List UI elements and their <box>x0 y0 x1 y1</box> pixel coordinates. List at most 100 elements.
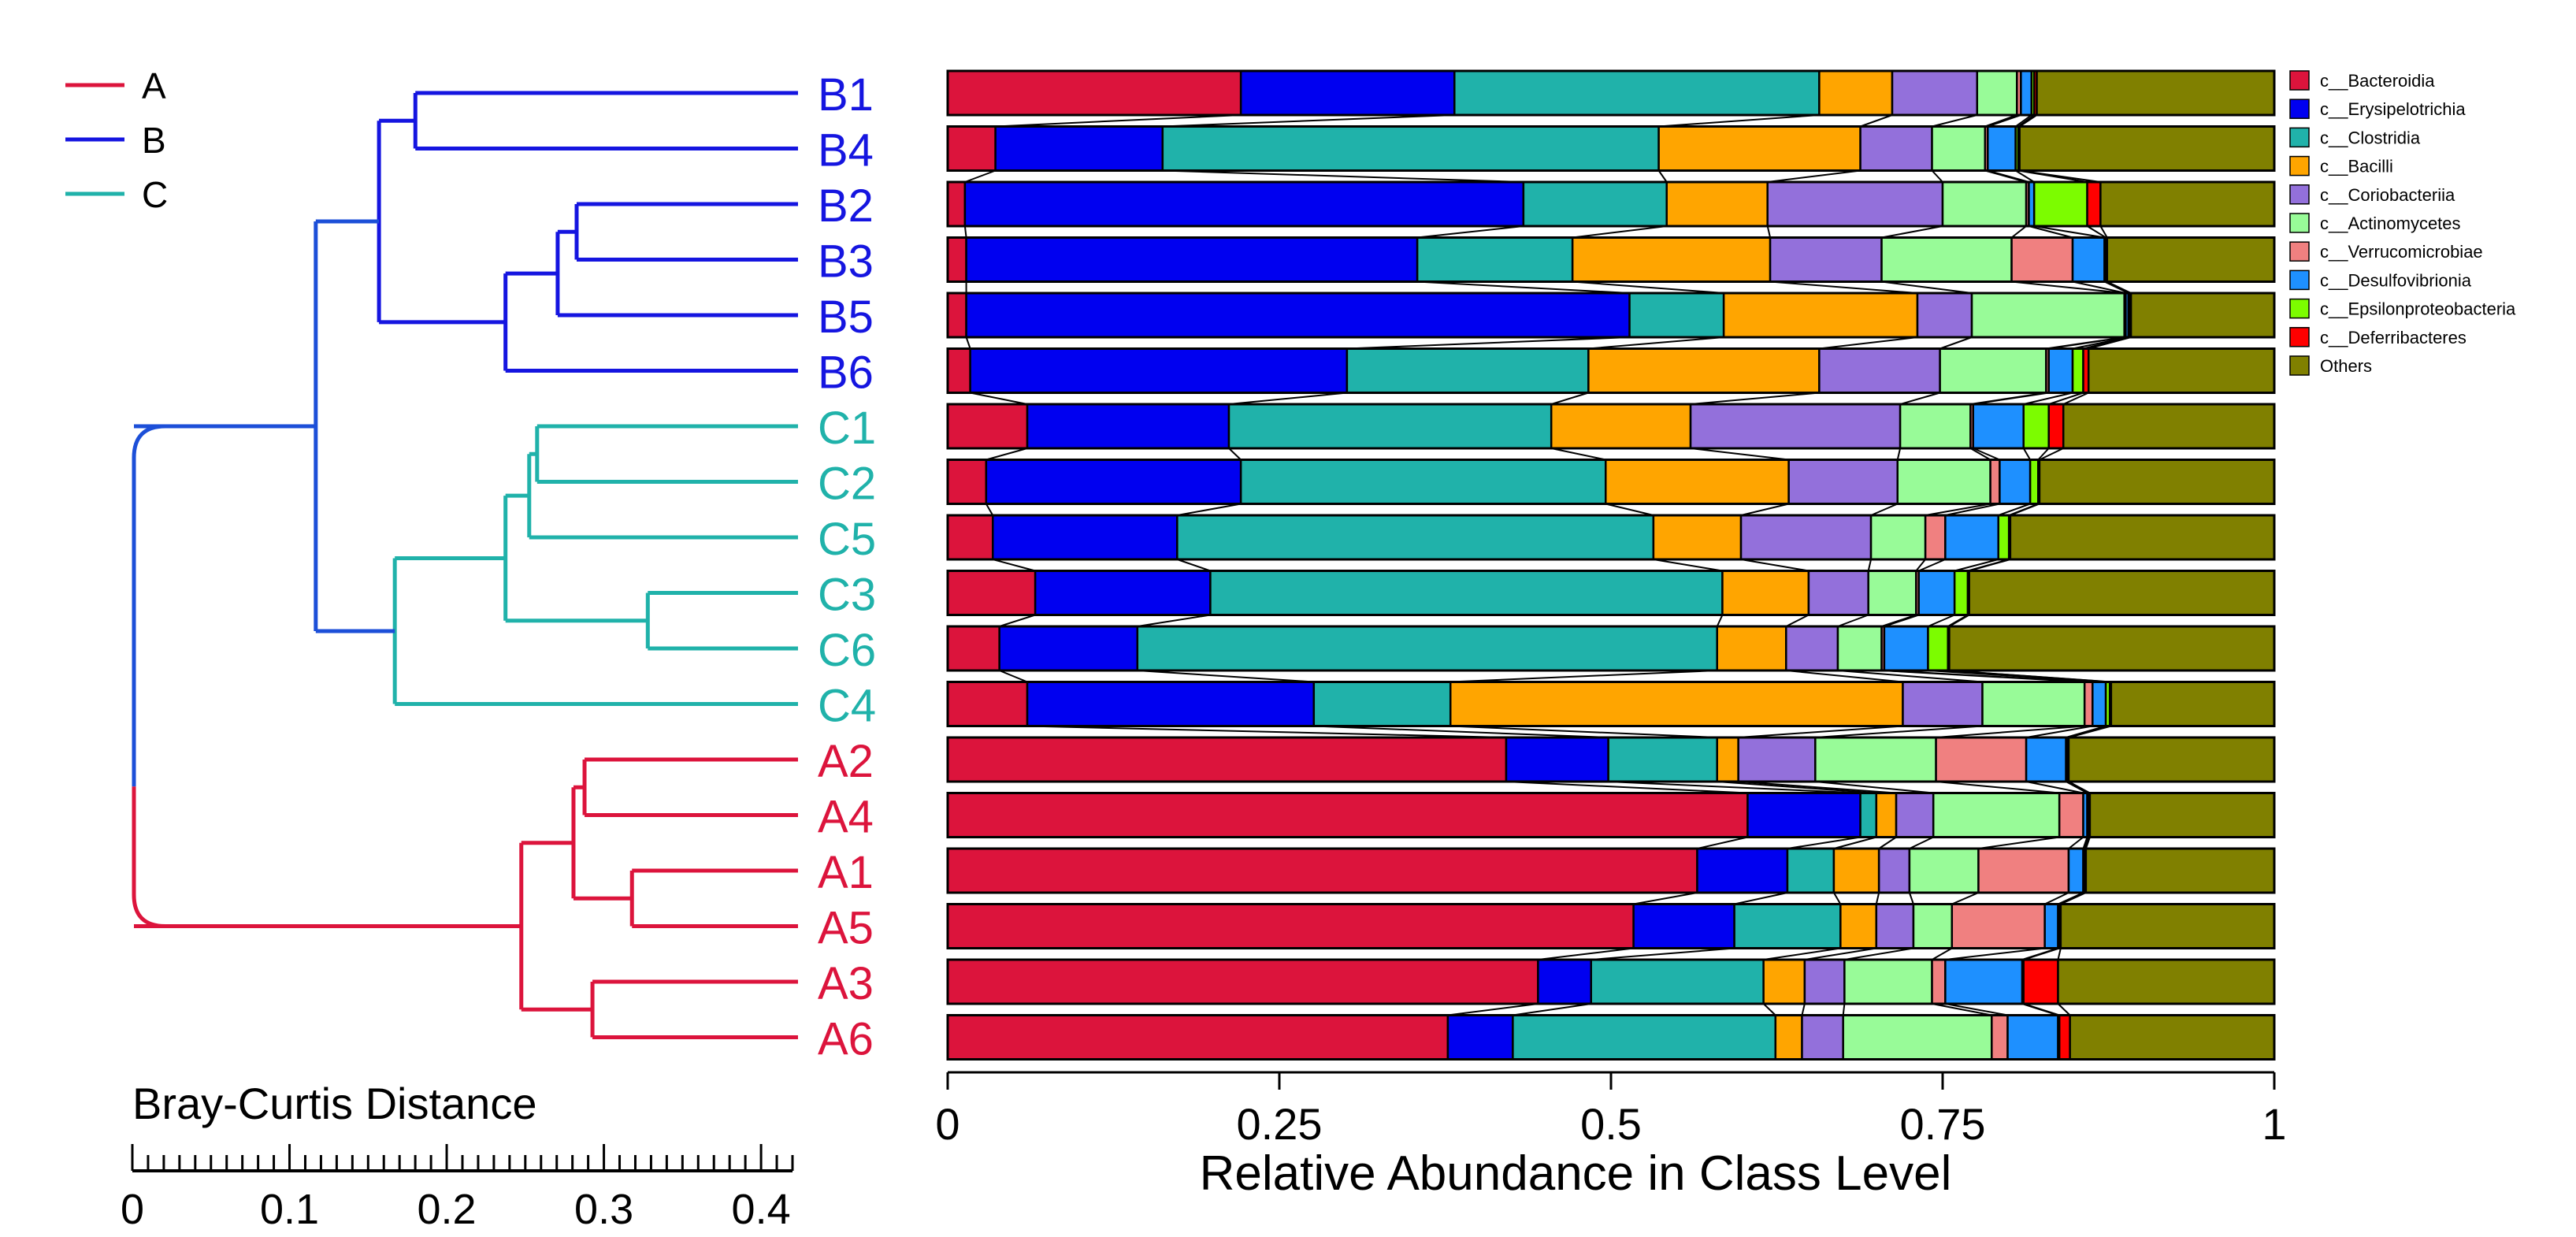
connector-line <box>1538 947 1634 960</box>
bar-segment-c1-7 <box>1972 403 2025 450</box>
connector-line <box>995 114 1242 128</box>
legend-label-a: A <box>142 65 166 106</box>
bar-segment-b1-5 <box>1976 69 2018 117</box>
bar-segment-b2-9 <box>2086 180 2102 228</box>
bar-segment-c5-1 <box>992 514 1179 561</box>
bar-outline-c4 <box>946 681 2276 727</box>
bar-segment-b3-3 <box>1571 236 1772 283</box>
bar-segment-b4-3 <box>1657 125 1861 172</box>
legend-swatch-6 <box>2289 241 2310 262</box>
bar-segment-a4-4 <box>1895 792 1935 838</box>
bar-segment-a6-5 <box>1842 1014 1993 1061</box>
x-tick-label: 1 <box>2262 1099 2286 1149</box>
legend-entry-0: c__Bacteroidia <box>2320 71 2435 91</box>
connector-line <box>1738 781 1897 794</box>
connector-line <box>1740 503 1789 516</box>
bar-segment-c6-1 <box>998 625 1139 672</box>
connector-line <box>1450 725 1717 738</box>
bar-segment-c2-6 <box>1989 459 2001 505</box>
connector-line <box>1766 225 1772 238</box>
bar-segment-b6-8 <box>2071 347 2084 394</box>
connector-line <box>2099 225 2108 239</box>
connector-line <box>1734 892 1788 905</box>
connector-line <box>2068 836 2084 849</box>
connector-line <box>2106 280 2132 294</box>
connector-line <box>1928 614 1955 627</box>
connector-line <box>1896 448 1902 460</box>
legend-swatch-2 <box>2289 127 2310 148</box>
leaf-label-c5: C5 <box>818 514 876 565</box>
bar-connector-lines <box>963 114 2132 1016</box>
connector-line <box>1608 781 1861 794</box>
bar-segment-c2-8 <box>2029 459 2040 505</box>
distance-scale-axis: Bray-Curtis Distance 0 0.1 0.2 0.3 0.4 <box>121 1079 794 1233</box>
scale-tick-label: 0.1 <box>260 1186 319 1233</box>
connector-line <box>1815 725 1983 738</box>
connector-line <box>2060 892 2087 905</box>
connector-line <box>1842 1003 1846 1016</box>
bar-segment-a6-6 <box>1991 1014 2009 1061</box>
connector-line <box>1949 670 2111 683</box>
connector-line <box>1860 114 1893 128</box>
connector-line <box>1870 503 1899 516</box>
bar-outline-b1 <box>946 69 2276 117</box>
root-connector-bottom <box>132 786 166 928</box>
bar-segment-b5-5 <box>1970 292 2125 339</box>
bar-segment-a6-2 <box>1512 1014 1777 1061</box>
connector-line <box>1881 225 1943 239</box>
connector-line <box>1939 336 1973 350</box>
bar-segment-c6-8 <box>1927 625 1949 672</box>
bar-segment-a3-7 <box>1944 958 2024 1005</box>
bar-segment-c2-4 <box>1787 459 1899 505</box>
connector-line <box>1785 614 1810 627</box>
bar-segment-c3-5 <box>1867 570 1917 616</box>
connector-line <box>1969 559 2011 572</box>
connector-line <box>2068 725 2112 738</box>
connector-line <box>1762 1003 1776 1016</box>
leaf-label-a5: A5 <box>818 903 874 954</box>
connector-line <box>1346 336 1630 350</box>
connector-line <box>1867 559 1873 571</box>
bar-segment-a5-4 <box>1875 903 1915 949</box>
connector-line <box>2015 169 2035 183</box>
bar-segment-c3-1 <box>1034 570 1212 616</box>
bar-segment-a6-1 <box>1446 1014 1514 1061</box>
bar-segment-c3-10 <box>1968 570 2276 616</box>
connector-line <box>1815 781 1934 794</box>
bar-segment-c6-0 <box>946 625 1000 672</box>
connector-line <box>1513 1003 1591 1016</box>
connector-line <box>1844 947 1914 960</box>
connector-line <box>2062 392 2089 405</box>
bar-segment-c4-7 <box>2092 681 2107 727</box>
connector-line <box>1987 169 2029 183</box>
connector-line <box>1717 781 1876 794</box>
bar-outline-c6 <box>946 625 2276 672</box>
bar-segment-c1-2 <box>1227 403 1553 450</box>
legend-swatch-7 <box>2289 269 2310 291</box>
bar-segment-a6-10 <box>2069 1014 2276 1061</box>
leaf-label-b5: B5 <box>818 292 874 343</box>
connector-line <box>2084 837 2091 849</box>
legend-entry-6: c__Verrucomicrobiae <box>2320 242 2483 262</box>
bar-segment-a3-4 <box>1803 958 1846 1005</box>
bar-segment-a6-9 <box>2058 1014 2071 1061</box>
connector-line <box>1875 892 1880 905</box>
connector-line <box>2011 280 2125 294</box>
connector-line <box>2044 892 2069 905</box>
bar-segment-a5-1 <box>1632 903 1735 949</box>
connector-line <box>1787 836 1861 849</box>
abundance-axis-title: Relative Abundance in Class Level <box>1200 1146 1952 1201</box>
bar-segment-c4-4 <box>1902 681 1984 727</box>
bar-segment-c4-10 <box>2110 681 2276 727</box>
leaf-label-b6: B6 <box>818 347 874 399</box>
connector-line <box>1505 781 1748 794</box>
connector-line <box>1801 1003 1806 1016</box>
bar-segment-c5-7 <box>1944 514 1999 561</box>
legend-label-c: C <box>142 174 168 215</box>
bar-segment-b2-1 <box>963 180 1525 228</box>
bar-segment-a3-1 <box>1537 958 1592 1005</box>
legend-entry-5: c__Actinomycetes <box>2320 214 2461 233</box>
connector-line <box>2025 781 2084 794</box>
x-tick-label: 0.75 <box>1900 1099 1986 1149</box>
bar-outline-c3 <box>946 570 2276 616</box>
